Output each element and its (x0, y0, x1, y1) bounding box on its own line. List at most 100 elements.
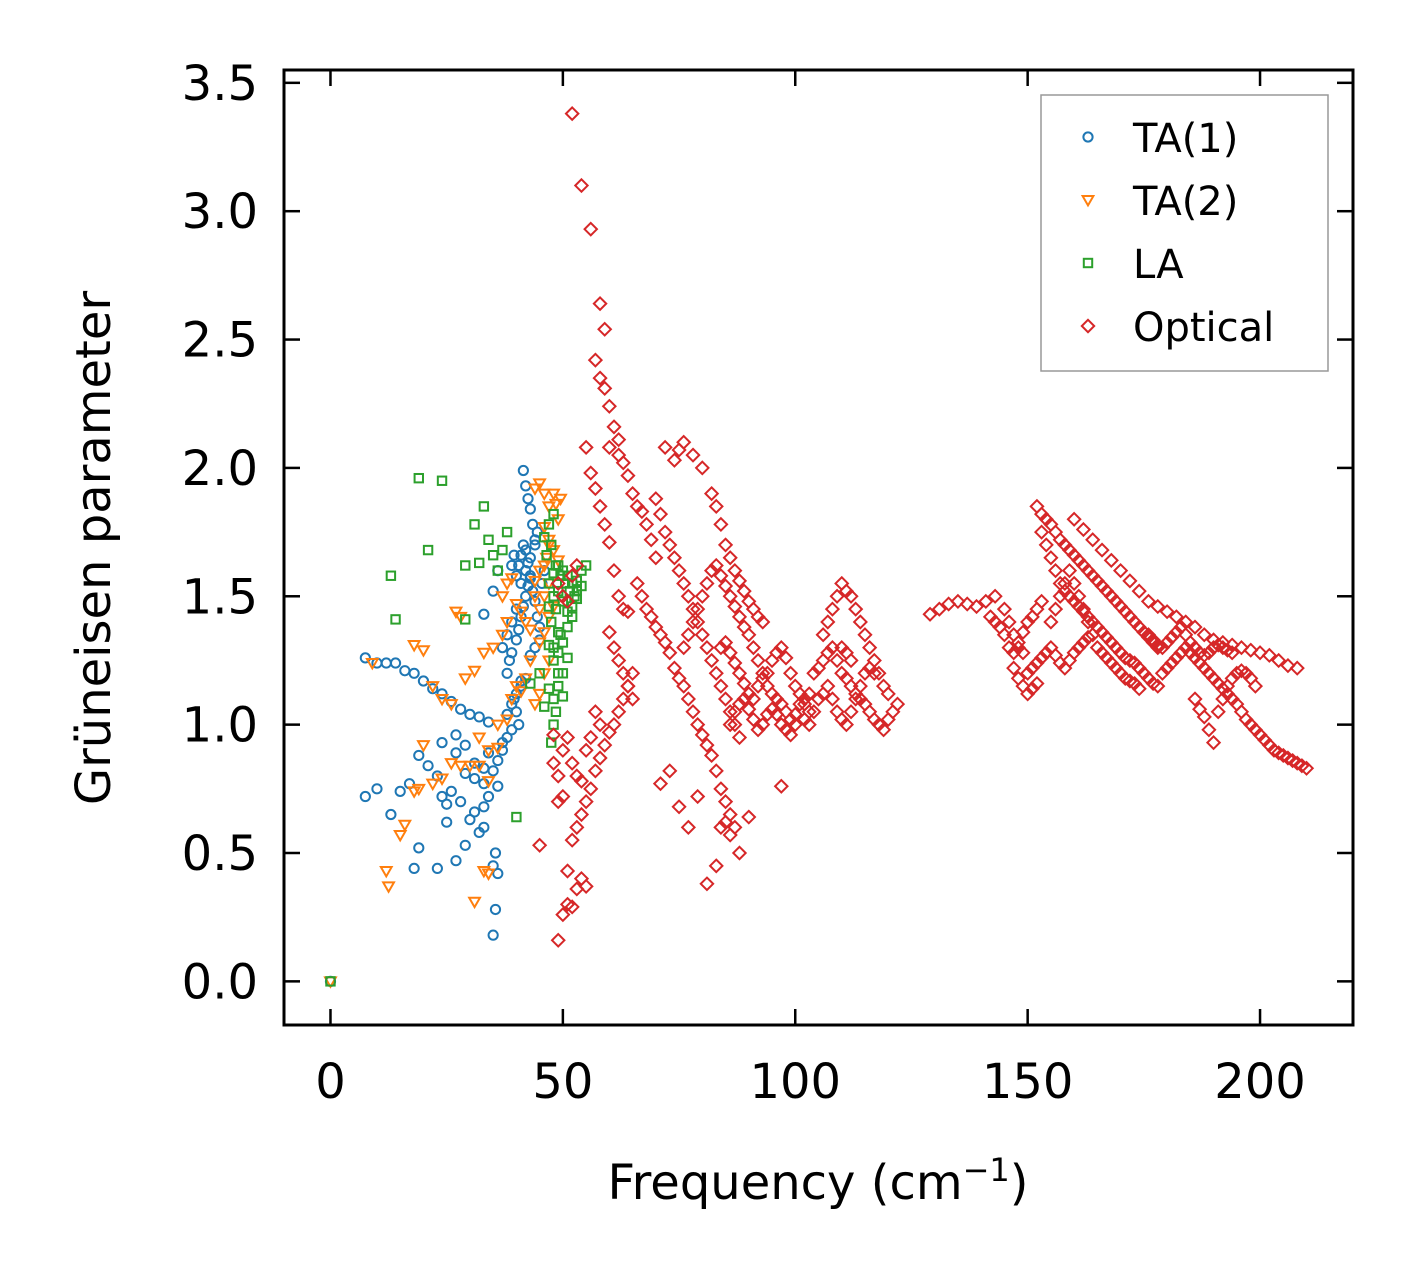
data-point-optical (1029, 675, 1045, 692)
data-point-ta2 (499, 714, 515, 727)
data-point-optical (713, 640, 729, 656)
data-point-la (478, 501, 490, 512)
data-point-optical (597, 321, 613, 337)
data-point-optical (750, 652, 766, 669)
data-point-optical (750, 722, 766, 738)
data-point-optical (587, 763, 604, 779)
data-point-optical (755, 670, 771, 687)
data-point-ta2 (523, 624, 538, 638)
data-point-optical (1252, 645, 1268, 661)
data-point-la (543, 519, 555, 530)
data-point-optical (587, 704, 604, 720)
data-point-la (541, 550, 552, 561)
data-point-optical (717, 814, 734, 830)
data-point-ta2 (532, 688, 547, 702)
data-point-optical (634, 588, 650, 604)
data-point-optical (713, 678, 729, 694)
data-point-ta2 (416, 740, 431, 753)
data-point-ta1 (455, 796, 467, 808)
data-point-ta2 (532, 604, 547, 617)
data-point-optical (578, 794, 594, 810)
data-point-la (550, 603, 562, 615)
data-point-optical (1159, 604, 1175, 620)
data-point-optical (801, 686, 817, 702)
data-point-optical (708, 763, 724, 779)
data-point-la (511, 811, 522, 823)
data-point-optical (666, 660, 683, 676)
data-point-optical (559, 593, 576, 610)
data-point-optical (1029, 655, 1045, 671)
data-point-optical (1066, 645, 1082, 661)
data-point-optical (820, 645, 836, 661)
data-point-optical (676, 640, 692, 656)
data-point-optical (717, 537, 734, 553)
data-point-optical (727, 598, 743, 615)
data-point-optical (1247, 678, 1264, 694)
data-point-ta1 (506, 647, 518, 659)
data-point-ta1 (508, 549, 520, 561)
data-point-optical (1140, 593, 1157, 610)
data-point-la (550, 706, 562, 718)
data-point-optical (699, 876, 715, 892)
data-point-ta1 (459, 739, 471, 751)
data-point-optical (759, 665, 775, 681)
data-point-optical (680, 819, 696, 835)
data-point-ta2 (467, 665, 482, 679)
legend-markers (1080, 131, 1096, 334)
data-point-ta1 (413, 842, 425, 854)
data-point-optical (680, 627, 696, 643)
data-point-ta2 (537, 488, 552, 501)
data-point-ta1 (455, 703, 467, 715)
data-point-ta1 (385, 808, 397, 821)
data-point-optical (611, 588, 627, 604)
data-point-ta2 (381, 881, 396, 894)
data-point-optical (1164, 655, 1180, 671)
data-point-ta2 (518, 616, 533, 630)
data-point-optical (866, 665, 882, 681)
data-point-ta1 (506, 559, 518, 572)
data-point-ta2 (444, 699, 459, 712)
data-point-ta2 (379, 865, 394, 879)
data-point-optical (1131, 583, 1147, 599)
data-point-ta1 (520, 590, 532, 602)
data-point-optical (1043, 614, 1059, 630)
data-point-optical (708, 557, 724, 574)
data-point-optical (1168, 624, 1184, 640)
data-point-optical (727, 717, 743, 733)
data-point-ta1 (489, 903, 502, 916)
data-point-la (436, 475, 448, 486)
data-point-optical (1168, 609, 1184, 625)
data-point-optical (676, 678, 692, 694)
data-point-optical (731, 609, 748, 625)
data-point-optical (843, 704, 859, 720)
data-point-ta1 (473, 826, 485, 839)
data-point-optical (713, 516, 729, 533)
data-point-optical (1006, 660, 1022, 676)
data-point-ta2 (481, 745, 496, 758)
data-point-ta1 (496, 642, 509, 654)
data-point-ta2 (504, 693, 519, 707)
data-point-optical (1066, 511, 1082, 527)
data-point-ta2 (481, 776, 496, 789)
data-point-optical (745, 640, 762, 656)
data-point-ta2 (458, 673, 473, 686)
data-point-optical (1061, 562, 1078, 579)
data-point-optical (889, 696, 906, 712)
data-point-optical (569, 819, 585, 835)
data-point-optical (694, 727, 710, 743)
data-point-optical (685, 704, 701, 720)
data-point-optical (773, 778, 789, 794)
data-point-optical (1071, 588, 1087, 604)
x-tick-label: 200 (1214, 1054, 1306, 1110)
data-point-la (492, 565, 504, 576)
data-point-optical (690, 788, 706, 805)
data-point-la (534, 668, 545, 679)
data-point-optical (569, 557, 585, 574)
data-point-optical (792, 696, 808, 712)
data-point-optical (1154, 665, 1171, 681)
data-point-optical (1038, 537, 1054, 553)
data-point-ta1 (506, 724, 518, 736)
data-point-ta1 (489, 847, 502, 859)
data-point-optical (722, 827, 738, 843)
data-point-optical (731, 845, 748, 861)
